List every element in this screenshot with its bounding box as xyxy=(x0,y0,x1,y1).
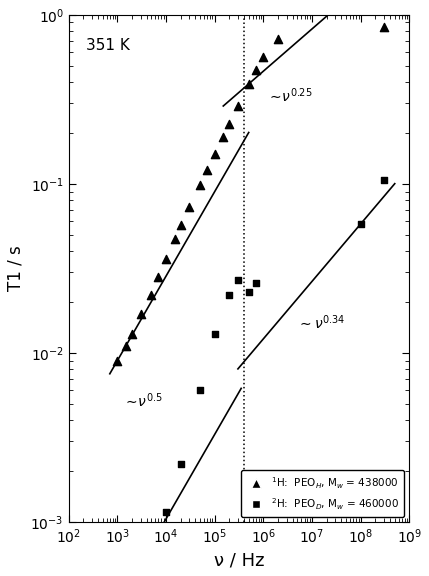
X-axis label: ν / Hz: ν / Hz xyxy=(214,551,264,569)
Point xyxy=(137,571,144,576)
Point xyxy=(245,287,252,297)
Point xyxy=(245,79,252,89)
Point xyxy=(211,329,218,338)
Point xyxy=(163,507,169,516)
Point xyxy=(226,290,233,300)
Text: $\sim\nu^{0.34}$: $\sim\nu^{0.34}$ xyxy=(297,314,346,332)
Y-axis label: T1 / s: T1 / s xyxy=(7,245,25,291)
Point xyxy=(260,53,267,62)
Point xyxy=(381,176,387,185)
Point xyxy=(155,529,162,539)
Point xyxy=(177,460,184,469)
Point xyxy=(220,132,227,141)
Point xyxy=(275,34,281,43)
Point xyxy=(155,272,162,282)
Point xyxy=(381,22,387,31)
Point xyxy=(204,166,211,175)
Point xyxy=(196,386,203,395)
Text: $\sim\!\nu^{0.5}$: $\sim\!\nu^{0.5}$ xyxy=(123,392,163,410)
Point xyxy=(148,290,155,300)
Point xyxy=(114,356,121,365)
Legend: $^{1}$H:  PEO$_{H}$, M$_{w}$ = 438000, $^{2}$H:  PEO$_{D}$, M$_{w}$ = 460000: $^{1}$H: PEO$_{H}$, M$_{w}$ = 438000, $^… xyxy=(241,470,404,517)
Text: $\sim\!\nu^{0.25}$: $\sim\!\nu^{0.25}$ xyxy=(267,87,313,105)
Point xyxy=(186,202,193,211)
Point xyxy=(123,342,130,351)
Point xyxy=(235,101,242,110)
Point xyxy=(163,254,169,263)
Text: 351 K: 351 K xyxy=(86,37,130,52)
Point xyxy=(252,278,259,287)
Point xyxy=(196,181,203,190)
Point xyxy=(148,549,155,558)
Point xyxy=(211,149,218,158)
Point xyxy=(129,329,136,338)
Point xyxy=(252,66,259,75)
Point xyxy=(235,275,242,285)
Point xyxy=(357,219,364,229)
Point xyxy=(137,309,144,319)
Point xyxy=(177,221,184,230)
Point xyxy=(171,234,178,244)
Point xyxy=(226,120,233,129)
